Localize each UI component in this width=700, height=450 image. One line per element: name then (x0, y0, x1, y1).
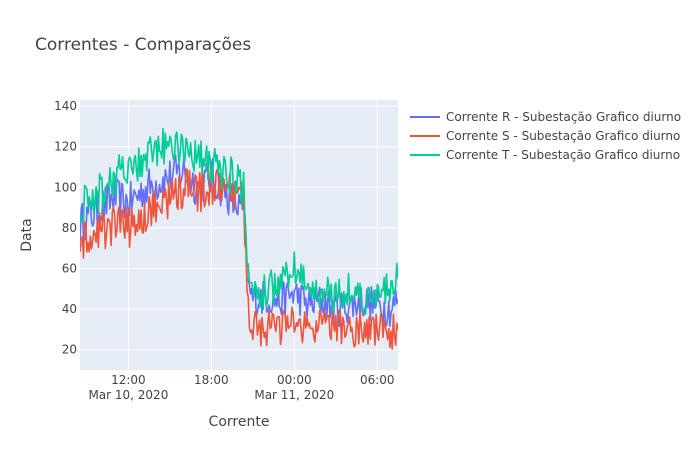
x-tick-date: Mar 11, 2020 (254, 388, 334, 402)
series-line (80, 154, 398, 328)
legend-label: Corrente R - Subestação Grafico diurno (446, 110, 681, 124)
x-tick-label: 06:00 (360, 373, 395, 387)
series-line (80, 168, 398, 350)
y-gridlines (80, 105, 398, 351)
y-axis-title: Data (19, 218, 35, 251)
series-line (80, 127, 398, 315)
x-tick-label: 12:00 (111, 373, 146, 387)
y-axis-ticks: 20 40 60 80 100 120 140 (54, 99, 77, 357)
legend-label: Corrente S - Subestação Grafico diurno (446, 129, 680, 143)
y-tick-label: 40 (62, 302, 77, 316)
chart-title: Correntes - Comparações (35, 35, 251, 55)
series-lines (80, 127, 398, 350)
x-axis-title: Corrente (209, 414, 270, 430)
y-tick-label: 140 (54, 99, 77, 113)
legend: Corrente R - Subestação Grafico diurno Co… (410, 110, 681, 162)
y-tick-label: 60 (62, 261, 77, 275)
x-tick-label: 18:00 (194, 373, 229, 387)
plot-area (80, 100, 398, 370)
legend-label: Corrente T - Subestação Grafico diurno (446, 148, 680, 162)
y-tick-label: 100 (54, 180, 77, 194)
y-tick-label: 20 (62, 343, 77, 357)
y-tick-label: 120 (54, 140, 77, 154)
y-tick-label: 80 (62, 221, 77, 235)
x-tick-date: Mar 10, 2020 (88, 388, 168, 402)
x-tick-label: 00:00 (277, 373, 312, 387)
